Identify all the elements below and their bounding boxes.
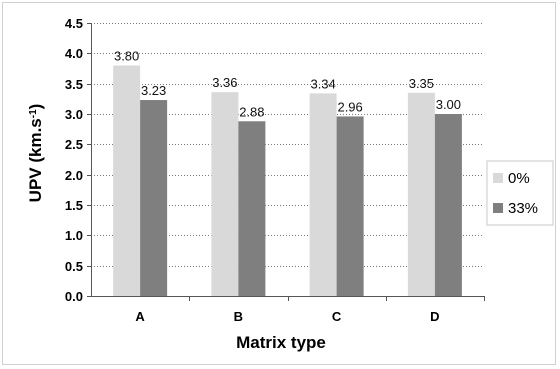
data-label: 3.23 [141, 83, 166, 98]
y-tick-label: 0.5 [65, 259, 83, 274]
y-tick-label: 4.0 [65, 46, 83, 61]
data-labels: 3.80 3.23 3.362.88 3.342.96 3.353.00 [114, 48, 461, 119]
legend-box [486, 160, 554, 226]
y-axis-title-close: ) [26, 104, 45, 110]
x-category-label: B [234, 309, 243, 324]
x-category-label: A [135, 309, 145, 324]
bar-c-0pct [309, 93, 337, 296]
y-tick-label: 0.0 [65, 289, 83, 304]
data-label: 2.96 [337, 99, 362, 114]
chart-frame: 3.80 3.23 3.36 2.88 3.34 2.96 3.35 3.00 0.0 0.5 1… [2, 2, 556, 365]
bar-b-33pct [238, 121, 266, 296]
data-label: 3.35 [409, 76, 434, 91]
y-axis-title-superscript: -1 [28, 109, 39, 118]
data-label: 3.36 [212, 75, 237, 90]
y-tick-label: 3.5 [65, 77, 83, 92]
y-tick-label: 2.0 [65, 168, 83, 183]
bar-a-33pct [140, 100, 168, 297]
data-label: 2.88 [239, 104, 264, 119]
data-label: 3.00 [436, 97, 461, 112]
bar-chart: 3.80 3.23 3.362.88 3.342.96 3.353.00 0.0 0.5 1… [26, 16, 554, 352]
legend-label-0pct: 0% [508, 170, 530, 187]
y-tick-label: 1.5 [65, 198, 83, 213]
y-axis-title: UPV (km.s-1) [26, 104, 45, 203]
x-category-label: D [430, 309, 439, 324]
bar-d-33pct [434, 114, 462, 296]
y-tick-label: 2.5 [65, 137, 83, 152]
bar-c-33pct [336, 116, 364, 296]
data-label: 3.80 [114, 48, 139, 63]
bars [113, 65, 462, 297]
legend-swatch-33pct [493, 203, 503, 213]
legend: 0% 33% [486, 160, 554, 226]
bar-d-0pct [407, 92, 435, 297]
x-axis-title: Matrix type [236, 333, 326, 352]
x-category-label: C [332, 309, 342, 324]
bar-a-0pct [113, 65, 141, 296]
legend-swatch-0pct [493, 173, 503, 183]
y-axis-title-main: UPV (km.s [26, 118, 45, 202]
y-tick-label: 3.0 [65, 107, 83, 122]
axes: 0.0 0.5 1.0 1.5 2.0 2.5 3.0 3.5 4.0 4.5 A B C D [65, 16, 485, 324]
y-tick-label: 1.0 [65, 228, 83, 243]
legend-label-33pct: 33% [508, 200, 538, 217]
data-label: 3.34 [310, 76, 335, 91]
bar-b-0pct [211, 92, 239, 296]
y-tick-label: 4.5 [65, 16, 83, 31]
